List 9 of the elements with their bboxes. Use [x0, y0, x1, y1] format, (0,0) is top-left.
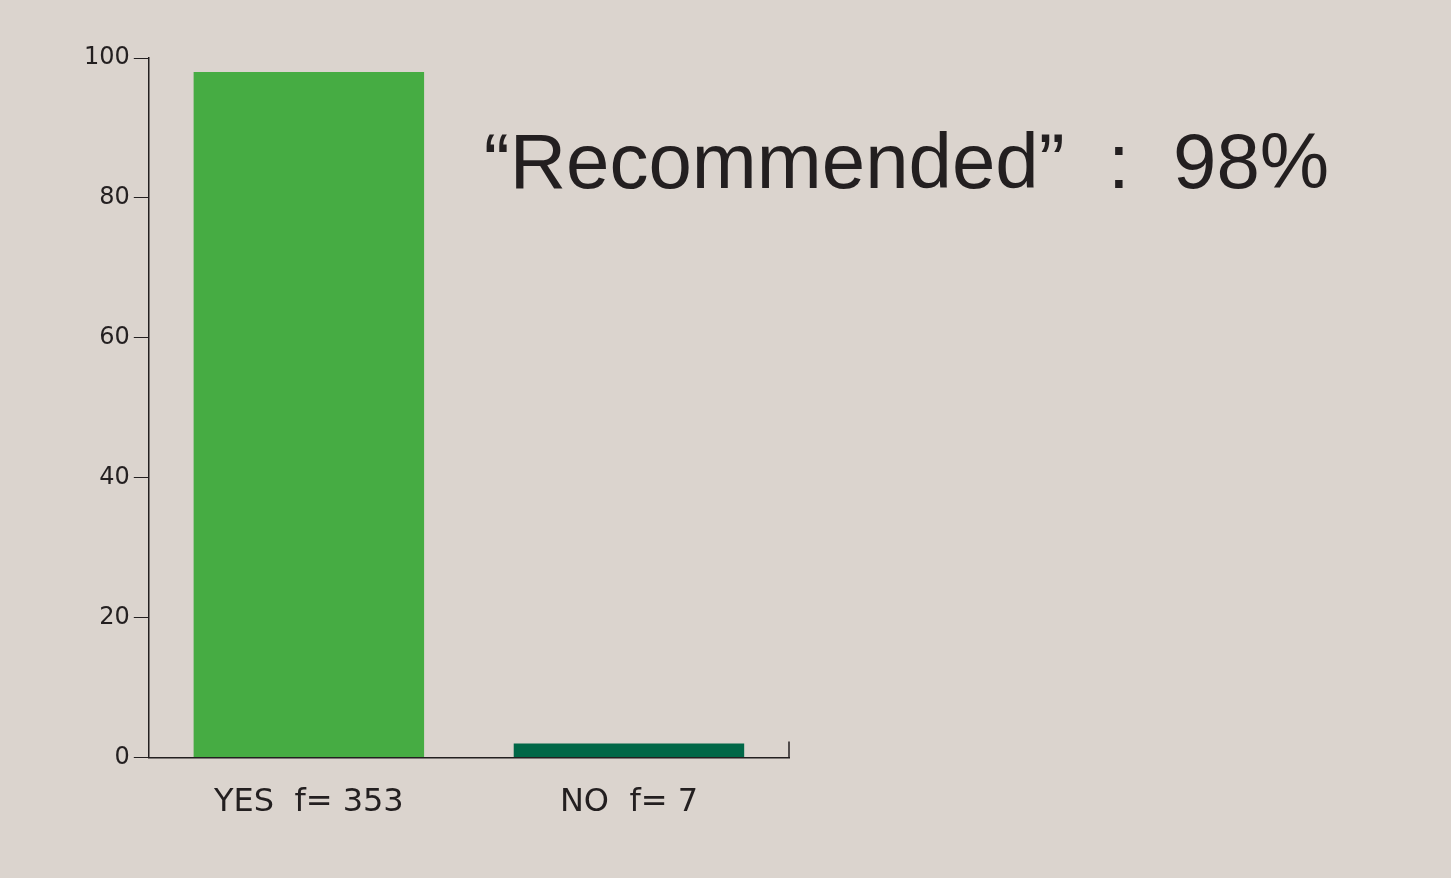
y-tick-label: 100 — [84, 42, 130, 71]
y-tick-label: 20 — [99, 601, 130, 630]
x-tick-label: YES f= 353 — [212, 781, 404, 820]
y-tick-label: 40 — [99, 461, 130, 490]
y-tick-label: 0 — [114, 741, 130, 770]
x-tick-label: NO f= 7 — [559, 781, 698, 820]
annotation: “Recommended” : 98% — [483, 117, 1330, 205]
y-tick-label: 80 — [99, 182, 130, 211]
y-tick-label: 60 — [99, 322, 130, 351]
